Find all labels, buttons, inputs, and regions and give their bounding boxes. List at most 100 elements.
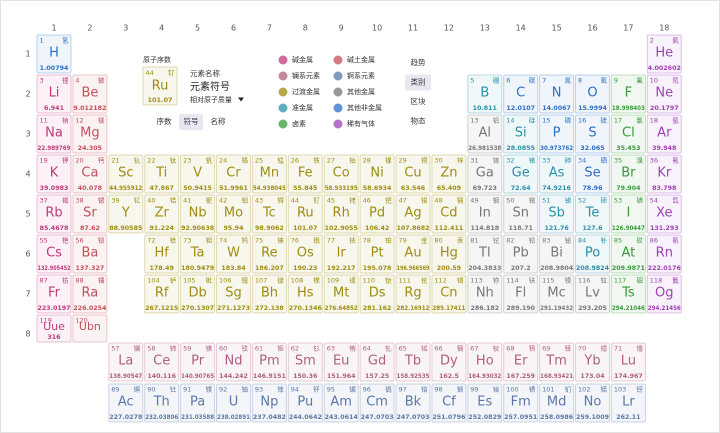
element-cell[interactable]: 6 碳C 12.0107 — [503, 74, 539, 114]
element-cell[interactable]: 44 钌Ru 101.07 — [287, 194, 323, 234]
element-cell[interactable]: 45 铑Rh 102.9055 — [323, 194, 359, 234]
element-cell[interactable]: 79 金Au 196.966569 — [395, 234, 431, 274]
element-cell[interactable]: 115 镆Mc 291.19432 — [539, 274, 575, 314]
element-cell[interactable]: 30 锌Zn 65.409 — [431, 154, 467, 194]
element-cell[interactable]: 59 镨Pr 140.90765 — [180, 342, 216, 382]
element-cell[interactable]: 74 钨W 183.84 — [216, 234, 251, 274]
element-cell[interactable]: 21 钪Sc 44.955912 — [108, 154, 144, 194]
element-cell[interactable]: 84 钋Po 208.9824 — [575, 234, 610, 274]
element-cell[interactable]: 41 铌Nb 92.90638 — [180, 194, 216, 234]
element-cell[interactable]: 97 锫Bk 247.0703 — [395, 383, 431, 423]
element-cell[interactable]: 75 铼Re 186.207 — [251, 234, 287, 274]
key-tab[interactable]: 符号 — [184, 116, 199, 126]
element-cell[interactable]: 7 氮N 14.0067 — [539, 74, 575, 114]
element-cell[interactable]: 19 钾K 39.0983 — [36, 154, 72, 194]
element-cell[interactable]: 113 鿭Nh 286.182 — [467, 274, 503, 314]
element-cell[interactable]: 28 镍Ni 58.6934 — [359, 154, 395, 194]
element-cell[interactable]: 56 钡Ba 137.327 — [72, 234, 108, 274]
key-tab[interactable]: 序数 — [157, 116, 172, 126]
element-cell[interactable]: 50 锡Sn 118.71 — [503, 194, 539, 234]
element-cell[interactable]: 54 氙Xe 131.293 — [646, 194, 682, 234]
element-cell[interactable]: 27 钴Co 58.933195 — [323, 154, 359, 194]
element-cell[interactable]: 94 钚Pu 244.0642 — [287, 383, 323, 423]
element-cell[interactable]: 63 铕Eu 151.964 — [323, 342, 359, 382]
element-cell[interactable]: 47 银Ag 107.8682 — [395, 194, 431, 234]
element-cell[interactable]: 95 镅Am 243.0614 — [323, 383, 359, 423]
element-cell[interactable]: 66 镝Dy 162.5 — [431, 342, 467, 382]
element-cell[interactable]: 70 镱Yb 173.04 — [575, 342, 610, 382]
view-option[interactable]: 物态 — [411, 116, 426, 126]
view-option[interactable]: 类别 — [411, 77, 426, 87]
element-cell[interactable]: 42 钼Mo 95.94 — [216, 194, 251, 234]
element-cell[interactable]: 90 钍Th 232.03806 — [144, 383, 180, 423]
element-cell[interactable]: 55 铯Cs 132.905452 — [36, 234, 72, 274]
element-cell[interactable]: 71 镥Lu 174.967 — [610, 342, 646, 382]
element-cell[interactable]: 20 钙Ca 40.078 — [72, 154, 108, 194]
element-cell[interactable]: 101 钔Md 258.0986 — [539, 383, 575, 423]
element-cell[interactable]: 116 𫟷Lv 293.205 — [575, 274, 610, 314]
element-cell[interactable]: 104 𬬻Rf 267.1215 — [144, 274, 180, 314]
element-cell[interactable]: 77 铱Ir 192.217 — [323, 234, 359, 274]
legend-label[interactable]: 稀有气体 — [347, 119, 375, 128]
key-tab[interactable]: 名称 — [211, 116, 226, 126]
element-cell[interactable]: 35 溴Br 79.904 — [610, 154, 646, 194]
element-cell[interactable]: 64 钆Gd 157.25 — [359, 342, 395, 382]
element-cell[interactable]: 89 锕Ac 227.0278 — [108, 383, 144, 423]
element-cell[interactable]: 40 锆Zr 91.224 — [144, 194, 180, 234]
element-cell[interactable]: 2 氦He 4.002602 — [646, 34, 682, 74]
legend-label[interactable]: 卤素 — [292, 119, 306, 128]
element-cell[interactable]: 117 鿬Ts 294.21046 — [610, 274, 646, 314]
element-cell[interactable]: 69 铥Tm 168.93421 — [539, 342, 575, 382]
element-cell[interactable]: 82 铅Pb 207.2 — [503, 234, 539, 274]
element-cell[interactable]: 18 氩Ar 39.948 — [646, 114, 682, 154]
element-cell[interactable]: 85 砹At 209.9871 — [610, 234, 646, 274]
legend-label[interactable]: 锕系元素 — [347, 71, 375, 80]
legend-label[interactable]: 其他非金属 — [347, 103, 382, 112]
element-cell[interactable]: 62 钐Sm 150.36 — [287, 342, 323, 382]
element-cell[interactable]: 12 镁Mg 24.305 — [72, 114, 108, 154]
element-cell[interactable]: 91 镤Pa 231.03588 — [180, 383, 216, 423]
element-cell[interactable]: 23 钒V 50.9415 — [180, 154, 216, 194]
element-cell[interactable]: 93 镎Np 237.0482 — [251, 383, 287, 423]
element-cell[interactable]: 110 𫟼Ds 281.162 — [359, 274, 395, 314]
element-cell[interactable]: 15 磷P 30.973762 — [539, 114, 575, 154]
view-option[interactable]: 趋势 — [411, 57, 426, 67]
view-option[interactable]: 区块 — [411, 96, 426, 106]
element-cell[interactable]: 107 𬭛Bh 272.138 — [251, 274, 287, 314]
element-cell[interactable]: 78 铂Pt 195.078 — [359, 234, 395, 274]
element-cell[interactable]: 5 硼B 10.811 — [467, 74, 503, 114]
element-cell[interactable]: 106 𬭳Sg 271.1273 — [216, 274, 251, 314]
element-cell[interactable]: 99 锿Es 252.0829 — [467, 383, 503, 423]
element-cell[interactable]: 68 铒Er 167.259 — [503, 342, 539, 382]
element-cell[interactable]: 14 硅Si 28.0855 — [503, 114, 539, 154]
element-cell[interactable]: 13 铝Al 26.981538 — [467, 114, 503, 154]
element-cell[interactable]: 65 铽Tb 158.92535 — [395, 342, 431, 382]
legend-label[interactable]: 碱金属 — [292, 55, 313, 64]
element-cell[interactable]: 109 鿏Mt 276.64852 — [323, 274, 359, 314]
element-cell[interactable]: 36 氪Kr 83.798 — [646, 154, 682, 194]
element-cell[interactable]: 32 锗Ge 72.64 — [503, 154, 539, 194]
element-cell[interactable]: 10 氖Ne 20.1797 — [646, 74, 682, 114]
element-cell[interactable]: 80 汞Hg 200.59 — [431, 234, 467, 274]
element-cell[interactable]: 38 锶Sr 87.62 — [72, 194, 108, 234]
element-cell[interactable]: 48 镉Cd 112.411 — [431, 194, 467, 234]
legend-label[interactable]: 其他金属 — [347, 87, 375, 96]
legend-label[interactable]: 镧系元素 — [292, 71, 320, 80]
element-cell[interactable]: 37 铷Rb 85.4678 — [36, 194, 72, 234]
element-cell[interactable]: 57 镧La 138.90547 — [108, 342, 144, 382]
element-cell[interactable]: 114 𫓧Fl 289.190 — [503, 274, 539, 314]
element-cell[interactable]: 118 鿫Og 294.21456 — [646, 274, 682, 314]
element-cell[interactable]: 29 铜Cu 63.546 — [395, 154, 431, 194]
element-cell[interactable]: 46 钯Pd 106.42 — [359, 194, 395, 234]
element-cell[interactable]: 96 锔Cm 247.0703 — [359, 383, 395, 423]
element-cell[interactable]: 73 钽Ta 180.9479 — [180, 234, 216, 274]
element-cell[interactable]: 24 铬Cr 51.9961 — [216, 154, 251, 194]
element-cell[interactable]: 81 铊Tl 204.3833 — [467, 234, 503, 274]
element-cell[interactable]: 9 氟F 18.998403 — [610, 74, 646, 114]
element-cell[interactable]: 3 锂Li 6.941 — [36, 74, 72, 114]
element-cell[interactable]: 103 铹Lr 262.11 — [610, 383, 646, 423]
element-cell[interactable]: 67 钬Ho 164.93032 — [467, 342, 503, 382]
element-cell[interactable]: 92 铀U 238.02891 — [216, 383, 251, 423]
element-cell[interactable]: 111 𬬭Rg 282.16912 — [395, 274, 431, 314]
